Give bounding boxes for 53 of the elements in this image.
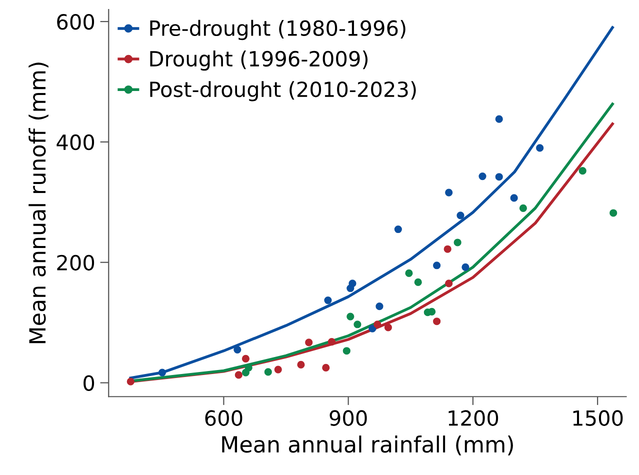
point [445,280,453,288]
point [342,347,350,355]
point [462,263,470,271]
point [297,360,305,369]
x-tick-label: 600 [205,410,242,426]
point [242,354,250,362]
y-tick-label: 400 [56,134,94,150]
point [495,115,503,123]
legend-label: Pre-drought (1980-1996) [150,20,406,40]
point [274,366,282,374]
point [264,368,272,376]
x-axis-title: Mean annual rainfall (mm) [222,436,513,456]
point [405,269,413,278]
y-axis-title: Mean annual runoff (mm) [28,62,48,344]
point [394,225,402,234]
point [234,371,242,379]
point [234,346,242,354]
y-tick-label: 600 [57,14,94,30]
legend-label: Post-drought (2010-2023) [150,81,416,102]
point [305,338,313,346]
point [414,278,422,286]
point [428,308,436,316]
point [346,312,354,320]
point [348,280,356,288]
point [376,302,384,310]
point [478,172,486,180]
point [368,324,376,332]
x-tick-label: 1500 [573,410,623,426]
point [610,209,618,217]
point [432,318,441,326]
y-tick-label: 0 [84,375,94,391]
point [328,338,336,346]
point [324,296,332,304]
point [578,167,586,175]
point [384,324,392,332]
x-tick-label: 1200 [448,410,498,426]
point [444,245,452,253]
point [495,173,503,181]
point [374,320,382,328]
point [536,144,544,152]
point [519,204,527,212]
x-tick-label: 900 [330,410,367,426]
point [432,262,441,270]
point [354,320,362,328]
point [158,368,166,376]
point [445,188,453,196]
y-tick-label: 200 [57,254,94,271]
legend-label: Drought (1996-2009) [150,50,368,71]
point [126,378,134,386]
point [454,238,462,246]
point [322,364,330,372]
point [456,212,464,220]
point [510,194,518,202]
